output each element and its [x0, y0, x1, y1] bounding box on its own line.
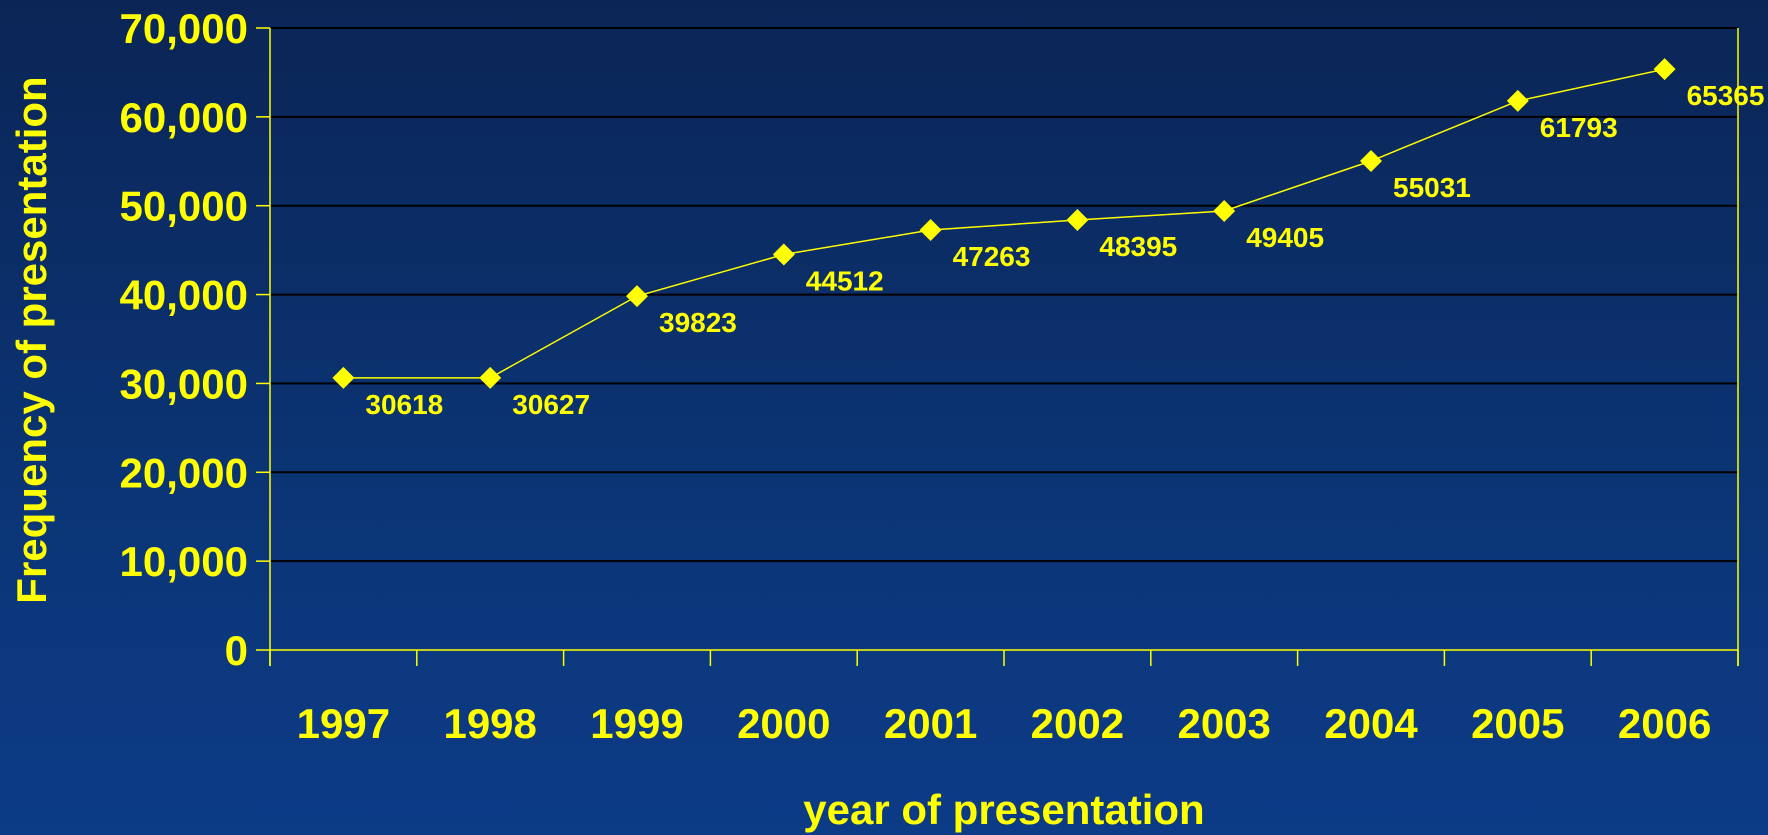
x-tick-label: 2001 [884, 700, 977, 747]
y-axis-ticks: 0 10,000 20,000 30,000 40,000 50,000 60,000 70,… [120, 5, 270, 674]
data-point-marker [1360, 150, 1382, 173]
data-point-marker [332, 366, 355, 389]
y-tick-label: 70,000 [120, 5, 248, 52]
data-label: 30618 [365, 389, 443, 420]
y-tick-label: 30,000 [120, 360, 248, 407]
x-tick-label: 2004 [1324, 700, 1418, 747]
gridlines [270, 27, 1738, 563]
data-label: 55031 [1393, 172, 1471, 203]
data-label: 47263 [953, 241, 1031, 272]
data-label: 30627 [512, 389, 590, 420]
x-tick-label: 2006 [1618, 700, 1711, 747]
data-point-marker [1653, 58, 1676, 81]
data-point-marker [1213, 200, 1236, 223]
x-tick-label: 2005 [1471, 700, 1564, 747]
x-tick-label: 2003 [1177, 700, 1270, 747]
x-tick-label: 1997 [297, 700, 390, 747]
x-tick-label: 1999 [590, 700, 683, 747]
data-point-marker [1506, 89, 1529, 112]
data-label: 39823 [659, 307, 737, 338]
data-label: 61793 [1540, 112, 1618, 143]
y-axis-title: Frequency of presentation [8, 76, 55, 603]
series-group [332, 58, 1676, 389]
data-label: 65365 [1687, 80, 1765, 111]
x-axis-title: year of presentation [803, 786, 1204, 833]
y-tick-label: 20,000 [120, 449, 248, 496]
x-axis-ticks: 1997 1998 1999 2000 2001 2002 2003 2004 2005 2006 [269, 650, 1739, 747]
data-label: 48395 [1099, 231, 1177, 262]
x-tick-label: 1998 [443, 700, 536, 747]
x-tick-label: 2002 [1031, 700, 1124, 747]
data-point-marker [1066, 208, 1089, 231]
y-tick-label: 10,000 [120, 538, 248, 585]
y-tick-label: 60,000 [120, 94, 248, 141]
data-point-marker [919, 219, 942, 242]
series-line [343, 68, 1665, 379]
data-point-marker [772, 243, 795, 266]
data-labels: 30618 30627 39823 44512 47263 48395 49405 55031… [365, 80, 1764, 420]
x-tick-label: 2000 [737, 700, 830, 747]
y-tick-label: 0 [225, 627, 248, 674]
y-tick-label: 50,000 [120, 183, 248, 230]
data-point-marker [626, 285, 648, 308]
axes [269, 28, 1739, 666]
y-tick-label: 40,000 [120, 272, 248, 319]
data-label: 49405 [1246, 222, 1324, 253]
data-point-marker [479, 366, 502, 389]
data-label: 44512 [806, 265, 884, 296]
